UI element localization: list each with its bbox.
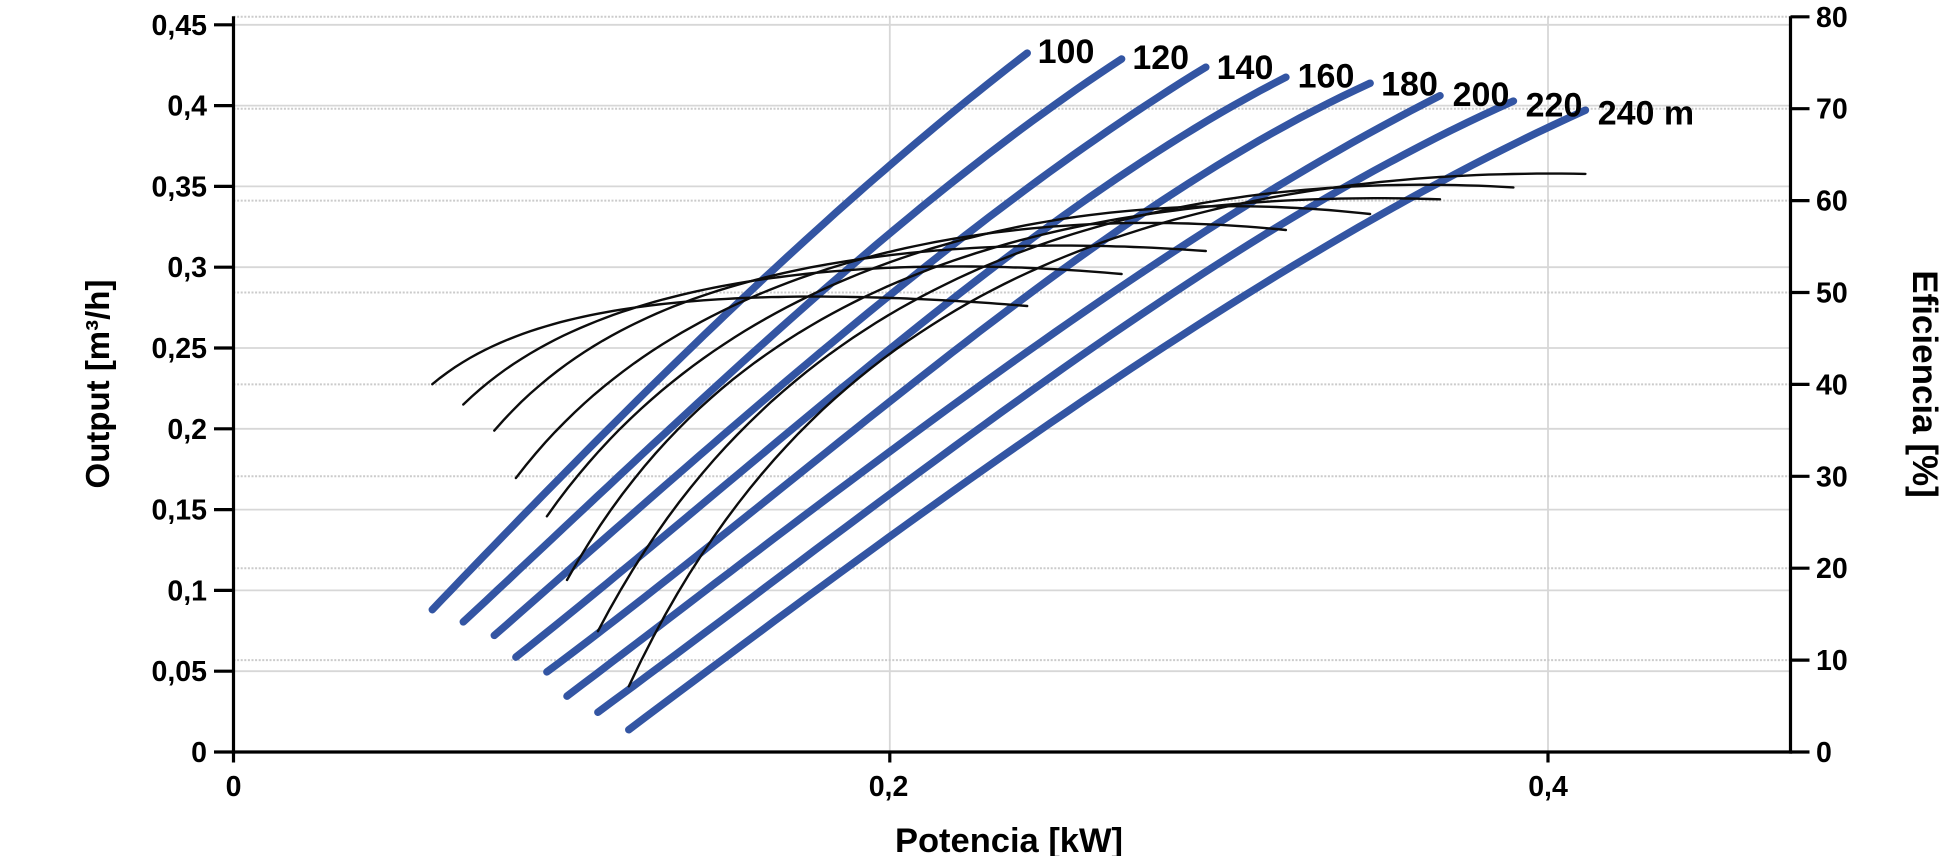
svg-text:220: 220 [1526, 86, 1583, 124]
svg-text:Eficiencia [%]: Eficiencia [%] [1905, 270, 1944, 498]
svg-text:0,1: 0,1 [167, 575, 207, 607]
svg-text:60: 60 [1816, 186, 1848, 218]
svg-text:0,4: 0,4 [1528, 771, 1568, 803]
svg-text:0,2: 0,2 [167, 414, 207, 446]
svg-text:Output [m³/h]: Output [m³/h] [79, 280, 116, 489]
svg-text:80: 80 [1816, 2, 1848, 34]
svg-text:50: 50 [1816, 278, 1848, 310]
svg-text:0: 0 [1816, 737, 1832, 769]
svg-text:0,2: 0,2 [869, 771, 909, 803]
svg-text:Potencia [kW]: Potencia [kW] [895, 822, 1123, 856]
svg-text:0: 0 [226, 771, 242, 803]
svg-text:0,4: 0,4 [167, 91, 207, 123]
svg-text:180: 180 [1381, 66, 1438, 104]
svg-text:70: 70 [1816, 94, 1848, 126]
svg-text:0,15: 0,15 [152, 495, 208, 527]
svg-text:0,05: 0,05 [152, 656, 208, 688]
svg-text:10: 10 [1816, 645, 1848, 677]
svg-text:100: 100 [1038, 33, 1095, 71]
svg-text:240 m: 240 m [1598, 95, 1694, 133]
svg-text:0: 0 [191, 737, 207, 769]
svg-text:0,25: 0,25 [152, 333, 208, 365]
svg-text:40: 40 [1816, 369, 1848, 401]
svg-text:30: 30 [1816, 461, 1848, 493]
svg-text:160: 160 [1298, 58, 1355, 96]
svg-text:200: 200 [1453, 76, 1510, 114]
svg-text:140: 140 [1217, 49, 1274, 87]
svg-text:0,35: 0,35 [152, 171, 208, 203]
svg-text:0,45: 0,45 [152, 10, 208, 42]
svg-text:120: 120 [1132, 39, 1189, 77]
svg-text:0,3: 0,3 [167, 252, 207, 284]
svg-text:20: 20 [1816, 553, 1848, 585]
